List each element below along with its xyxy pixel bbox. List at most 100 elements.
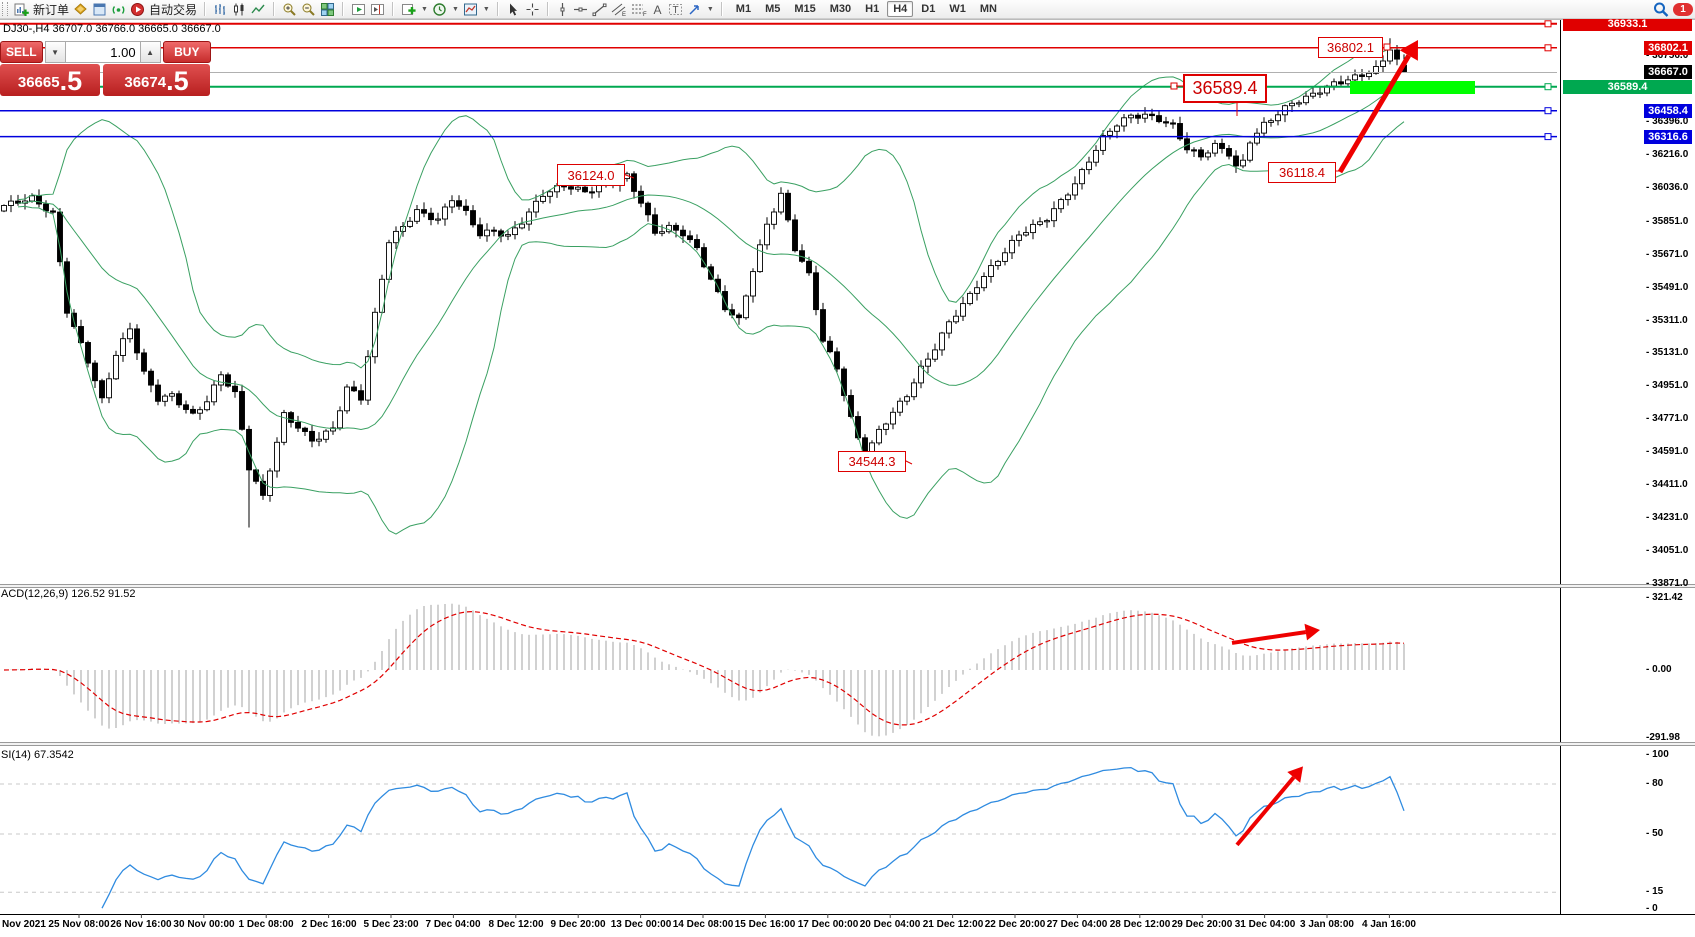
price-tick: - 36396.0 <box>1646 116 1689 127</box>
buy-price-display[interactable]: 36674.5 <box>103 64 210 96</box>
symbol-ohlc-label: DJ30-,H4 36707.0 36766.0 36665.0 36667.0 <box>3 23 221 35</box>
separator <box>392 2 395 16</box>
period-dropdown[interactable]: ▼ <box>451 5 459 13</box>
bar-chart-type-icon[interactable] <box>213 1 228 18</box>
svg-text:E: E <box>622 12 626 18</box>
date-label: 9 Dec 20:00 <box>550 919 606 930</box>
macd-panel-splitter[interactable] <box>0 584 1695 588</box>
toolbar-grip[interactable] <box>2 2 8 16</box>
indicator-tick: -291.98 <box>1646 732 1680 743</box>
signals-icon[interactable] <box>111 1 126 18</box>
date-label: 26 Nov 16:00 <box>110 919 172 930</box>
timeframe-M30[interactable]: M30 <box>824 1 857 17</box>
new-order-label[interactable]: 新订单 <box>33 2 70 17</box>
fibonacci-tool-icon[interactable]: F <box>631 1 647 18</box>
timeframe-M1[interactable]: M1 <box>730 1 757 17</box>
crosshair-icon[interactable] <box>525 1 540 18</box>
volume-increase-button[interactable]: ▲ <box>139 41 161 63</box>
date-label: 1 Dec 08:00 <box>238 919 294 930</box>
rsi-indicator-label: SI(14) 67.3542 <box>1 749 74 761</box>
date-label: 31 Dec 04:00 <box>1234 919 1296 930</box>
svg-text:A: A <box>653 3 661 17</box>
price-tick: - 34951.0 <box>1646 380 1689 391</box>
template-dropdown[interactable]: ▼ <box>482 5 490 13</box>
timeframe-D1[interactable]: D1 <box>915 1 941 17</box>
indicator-tick: - 321.42 <box>1646 592 1683 603</box>
volume-decrease-button[interactable]: ▼ <box>44 41 66 63</box>
date-label: 5 Dec 23:00 <box>363 919 419 930</box>
rsi-panel-splitter[interactable] <box>0 742 1695 746</box>
date-label: 22 Dec 20:00 <box>984 919 1046 930</box>
price-badge: 36933.1 <box>1563 17 1692 31</box>
candlestick-type-icon[interactable] <box>232 1 247 18</box>
zoom-in-icon[interactable] <box>282 1 297 18</box>
equidistant-channel-tool-icon[interactable]: E <box>611 1 627 18</box>
search-icon[interactable] <box>1653 1 1669 18</box>
date-label: Nov 2021 <box>2 919 46 930</box>
indicator-tick: - 50 <box>1646 828 1664 839</box>
separator <box>342 2 345 16</box>
separator <box>496 2 499 16</box>
svg-text:T: T <box>672 5 678 16</box>
zoom-out-icon[interactable] <box>301 1 316 18</box>
timeframe-H1[interactable]: H1 <box>859 1 885 17</box>
trendline-tool-icon[interactable] <box>592 1 607 18</box>
price-annotation[interactable]: 34544.3 <box>838 451 906 472</box>
auto-scroll-icon[interactable] <box>351 1 366 18</box>
separator <box>204 2 207 16</box>
one-click-trade-panel: SELL ▼ ▲ BUY 36665.5 36674.5 <box>0 41 211 96</box>
autotrading-icon[interactable] <box>130 1 145 18</box>
date-label: 30 Nov 00:00 <box>173 919 235 930</box>
template-icon[interactable] <box>463 1 478 18</box>
timeframe-M15[interactable]: M15 <box>788 1 821 17</box>
arrows-dropdown[interactable]: ▼ <box>706 5 714 13</box>
tile-windows-icon[interactable] <box>320 1 335 18</box>
market-watch-icon[interactable] <box>92 1 107 18</box>
price-tick: - 35131.0 <box>1646 347 1689 358</box>
add-indicator-dropdown[interactable]: ▼ <box>421 5 428 13</box>
new-order-icon[interactable] <box>14 1 29 18</box>
price-tick: - 34231.0 <box>1646 512 1689 523</box>
price-annotation[interactable]: 36118.4 <box>1268 162 1336 183</box>
date-label: 29 Dec 20:00 <box>1171 919 1233 930</box>
timeframe-W1[interactable]: W1 <box>943 1 972 17</box>
price-annotation[interactable]: 36124.0 <box>557 164 625 186</box>
date-label: 25 Nov 08:00 <box>48 919 110 930</box>
timeframe-H4[interactable]: H4 <box>887 1 914 17</box>
date-label: 20 Dec 04:00 <box>859 919 921 930</box>
sell-price-display[interactable]: 36665.5 <box>0 64 100 96</box>
price-annotation[interactable]: 36802.1 <box>1318 37 1383 58</box>
macd-indicator-label: ACD(12,26,9) 126.52 91.52 <box>1 588 136 600</box>
notifications-badge[interactable]: 1 <box>1673 2 1693 16</box>
line-chart-type-icon[interactable] <box>251 1 266 18</box>
sell-button[interactable]: SELL <box>0 41 43 63</box>
period-clock-icon[interactable] <box>432 1 447 18</box>
date-label: 8 Dec 12:00 <box>488 919 544 930</box>
vertical-line-tool-icon[interactable] <box>556 1 569 18</box>
arrows-tool-icon[interactable] <box>687 1 702 18</box>
add-indicator-icon[interactable] <box>401 1 416 18</box>
price-tick: - 34411.0 <box>1646 479 1688 490</box>
buy-button[interactable]: BUY <box>162 41 211 63</box>
price-tick: - 35851.0 <box>1646 216 1689 227</box>
date-label: 13 Dec 00:00 <box>610 919 672 930</box>
price-annotation[interactable]: 36589.4 <box>1183 74 1267 103</box>
indicator-tick: - 15 <box>1646 886 1664 897</box>
volume-input[interactable] <box>65 41 140 63</box>
cursor-icon[interactable] <box>506 1 521 18</box>
timeframe-MN[interactable]: MN <box>974 1 1003 17</box>
text-tool-icon[interactable]: A <box>651 1 664 18</box>
price-badge: 36667.0 <box>1644 65 1692 79</box>
sell-price-fraction: .5 <box>59 66 83 96</box>
price-badge: 36458.4 <box>1644 104 1692 118</box>
autotrading-label[interactable]: 自动交易 <box>149 2 198 17</box>
price-tick: - 34771.0 <box>1646 413 1689 424</box>
price-tick: - 34591.0 <box>1646 446 1689 457</box>
price-tick: - 36756.0 <box>1646 50 1689 61</box>
chart-shift-icon[interactable] <box>370 1 385 18</box>
horizontal-line-tool-icon[interactable] <box>573 1 588 18</box>
timeframe-M5[interactable]: M5 <box>759 1 786 17</box>
text-label-tool-icon[interactable]: T <box>668 1 683 18</box>
depth-of-market-icon[interactable] <box>73 1 88 18</box>
